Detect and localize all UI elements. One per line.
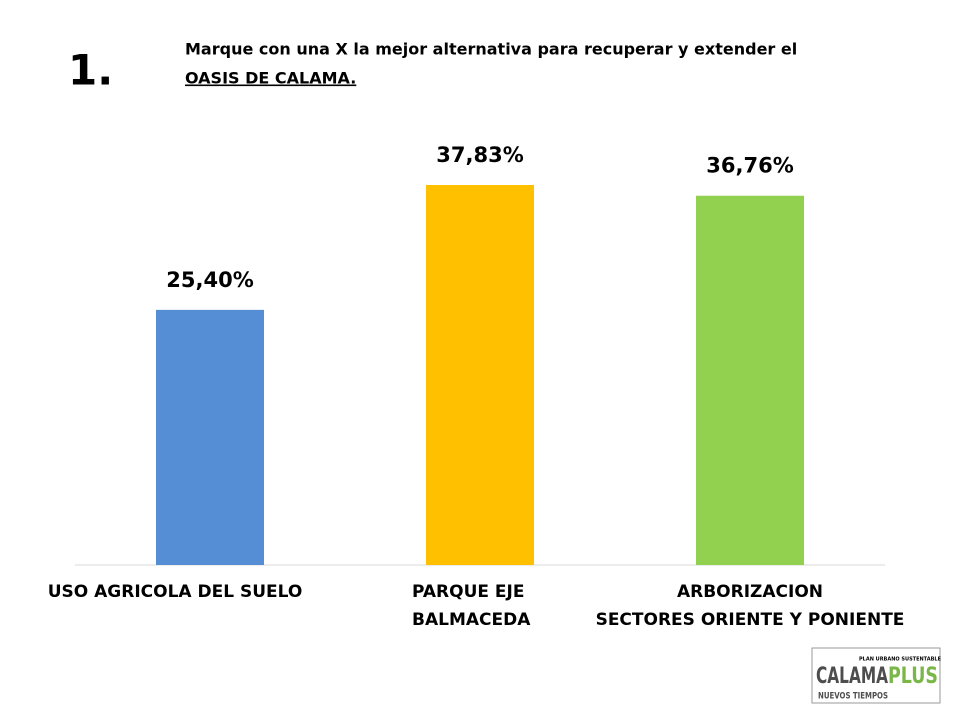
value-label: 25,40% [166, 268, 253, 292]
bar [426, 185, 534, 565]
logo-box [811, 647, 941, 704]
x-tick-label: ARBORIZACION [677, 582, 823, 602]
x-tick-label: BALMACEDA [412, 610, 531, 630]
logo: PLAN URBANO SUSTENTABLE CALAMA PLUS NUEV… [811, 647, 942, 704]
x-tick-label: SECTORES ORIENTE Y PONIENTE [596, 610, 905, 630]
logo-tagline: NUEVOS TIEMPOS [818, 692, 888, 702]
chart-title: OASIS DE CALAMA. [185, 69, 356, 88]
logo-name: PLUS [888, 664, 938, 689]
logo-small: PLAN URBANO SUSTENTABLE [859, 657, 942, 663]
value-label: 36,76% [706, 154, 793, 178]
x-tick-label: PARQUE EJE [412, 582, 524, 602]
bar [696, 195, 804, 565]
logo-name: CALAMA [816, 664, 888, 689]
value-label: 37,83% [436, 143, 523, 167]
bar [156, 309, 264, 565]
x-tick-label: USO AGRICOLA DEL SUELO [48, 582, 303, 602]
slide-number: 1. [68, 46, 113, 95]
chart-title: Marque con una X la mejor alternativa pa… [185, 40, 797, 59]
